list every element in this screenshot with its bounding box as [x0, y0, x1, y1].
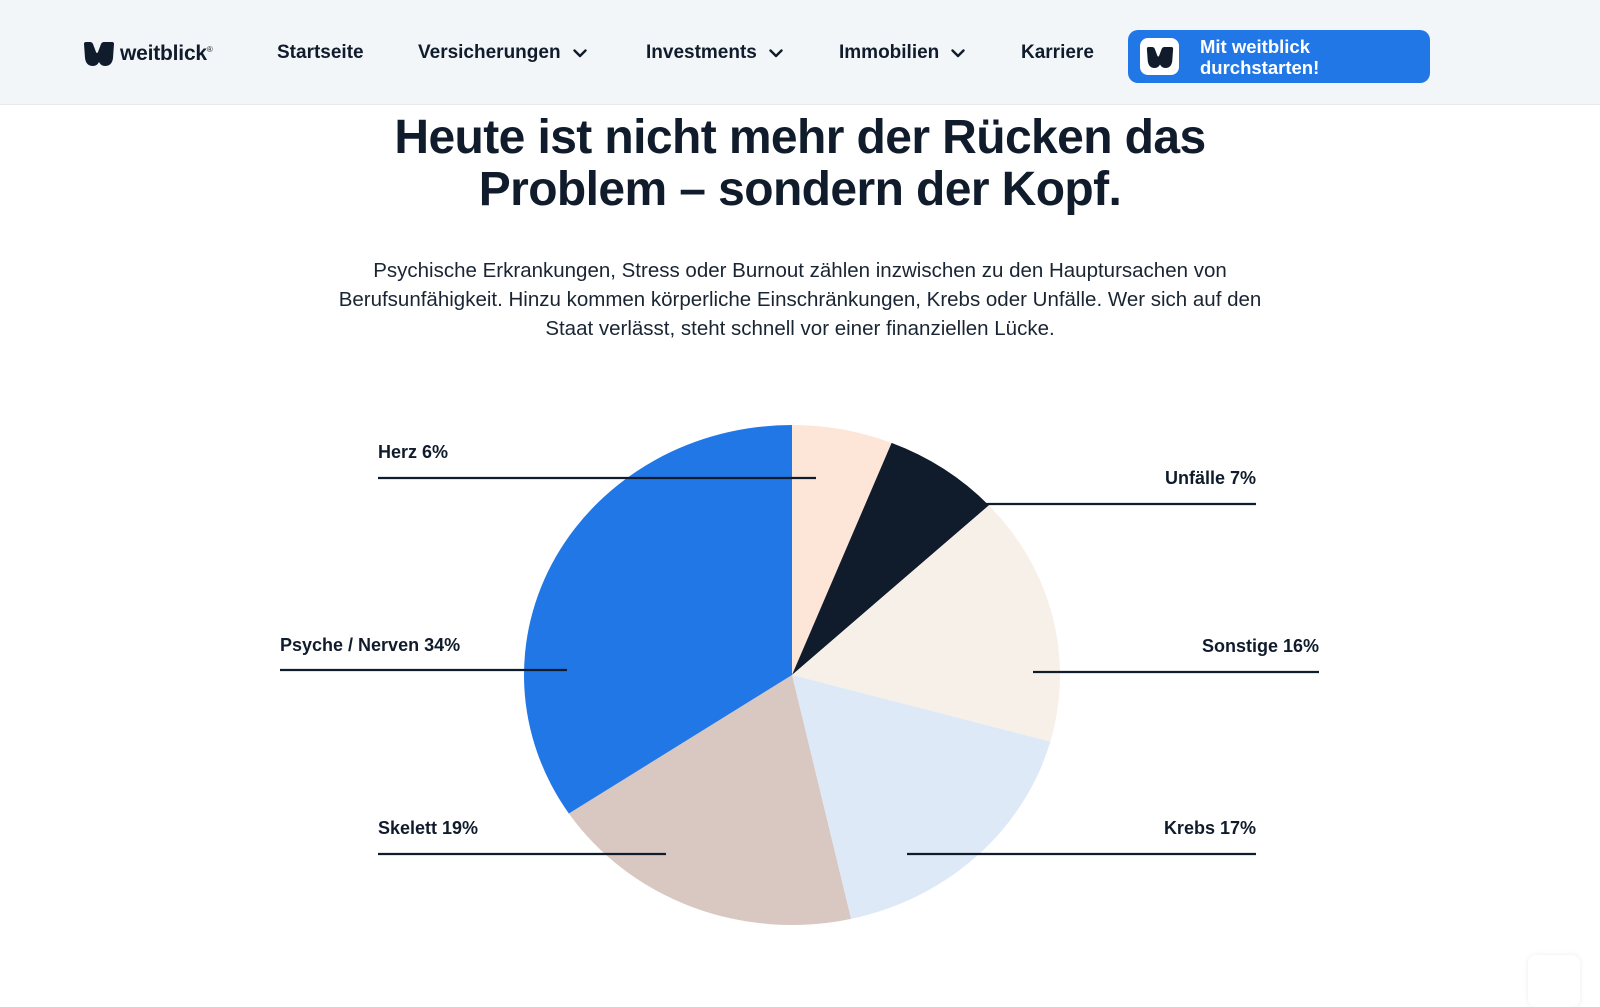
chat-widget[interactable]	[1528, 955, 1580, 1007]
page-headline: Heute ist nicht mehr der Rücken das Prob…	[394, 111, 1206, 216]
pie-slice-sonstige	[792, 505, 1061, 742]
pie-chart: Herz 6% Unfälle 7% Sonstige 16% Krebs 17% Sk…	[280, 425, 1319, 926]
slice-label-herz: Herz 6%	[378, 442, 448, 462]
site-header: weitblick® Startseite Versicherungen Inv…	[0, 0, 1600, 105]
weitblick-logo[interactable]: weitblick®	[84, 42, 213, 66]
nav-label: Startseite	[277, 42, 364, 63]
pie-slice-psyche-nerven	[523, 425, 792, 814]
cta-button[interactable]: Mit weitblick durchstarten!	[1128, 30, 1430, 83]
pie-slice-unfälle	[792, 442, 989, 675]
chevron-down-icon	[572, 48, 587, 57]
cta-label: Mit weitblick durchstarten!	[1200, 36, 1320, 78]
weitblick-logo-icon	[1140, 38, 1179, 75]
slice-label-skelett: Skelett 19%	[378, 818, 478, 838]
nav-investments[interactable]: Investments	[646, 42, 783, 64]
pie-slice-herz	[792, 425, 892, 675]
nav-label: Versicherungen	[418, 42, 561, 63]
chevron-down-icon	[769, 48, 783, 57]
nav-startseite[interactable]: Startseite	[277, 42, 364, 64]
nav-label: Immobilien	[839, 42, 940, 63]
nav-label: Karriere	[1021, 42, 1094, 63]
logo-text: weitblick®	[120, 42, 213, 65]
chevron-down-icon	[951, 48, 965, 57]
nav-label: Investments	[646, 42, 757, 63]
intro-paragraph: Psychische Erkrankungen, Stress oder Bur…	[338, 259, 1262, 340]
pie-slice-skelett	[568, 675, 852, 926]
slice-label-krebs: Krebs 17%	[1164, 818, 1256, 838]
slice-label-psyche-nerven: Psyche / Nerven 34%	[280, 635, 460, 655]
nav-karriere[interactable]: Karriere	[1021, 42, 1094, 64]
slice-label-sonstige: Sonstige 16%	[1202, 636, 1319, 656]
nav-immobilien[interactable]: Immobilien	[839, 42, 965, 64]
nav-versicherungen[interactable]: Versicherungen	[418, 42, 587, 64]
weitblick-logo-icon	[84, 42, 114, 66]
slice-label-unfälle: Unfälle 7%	[1165, 468, 1256, 488]
pie-slice-krebs	[792, 675, 1051, 919]
